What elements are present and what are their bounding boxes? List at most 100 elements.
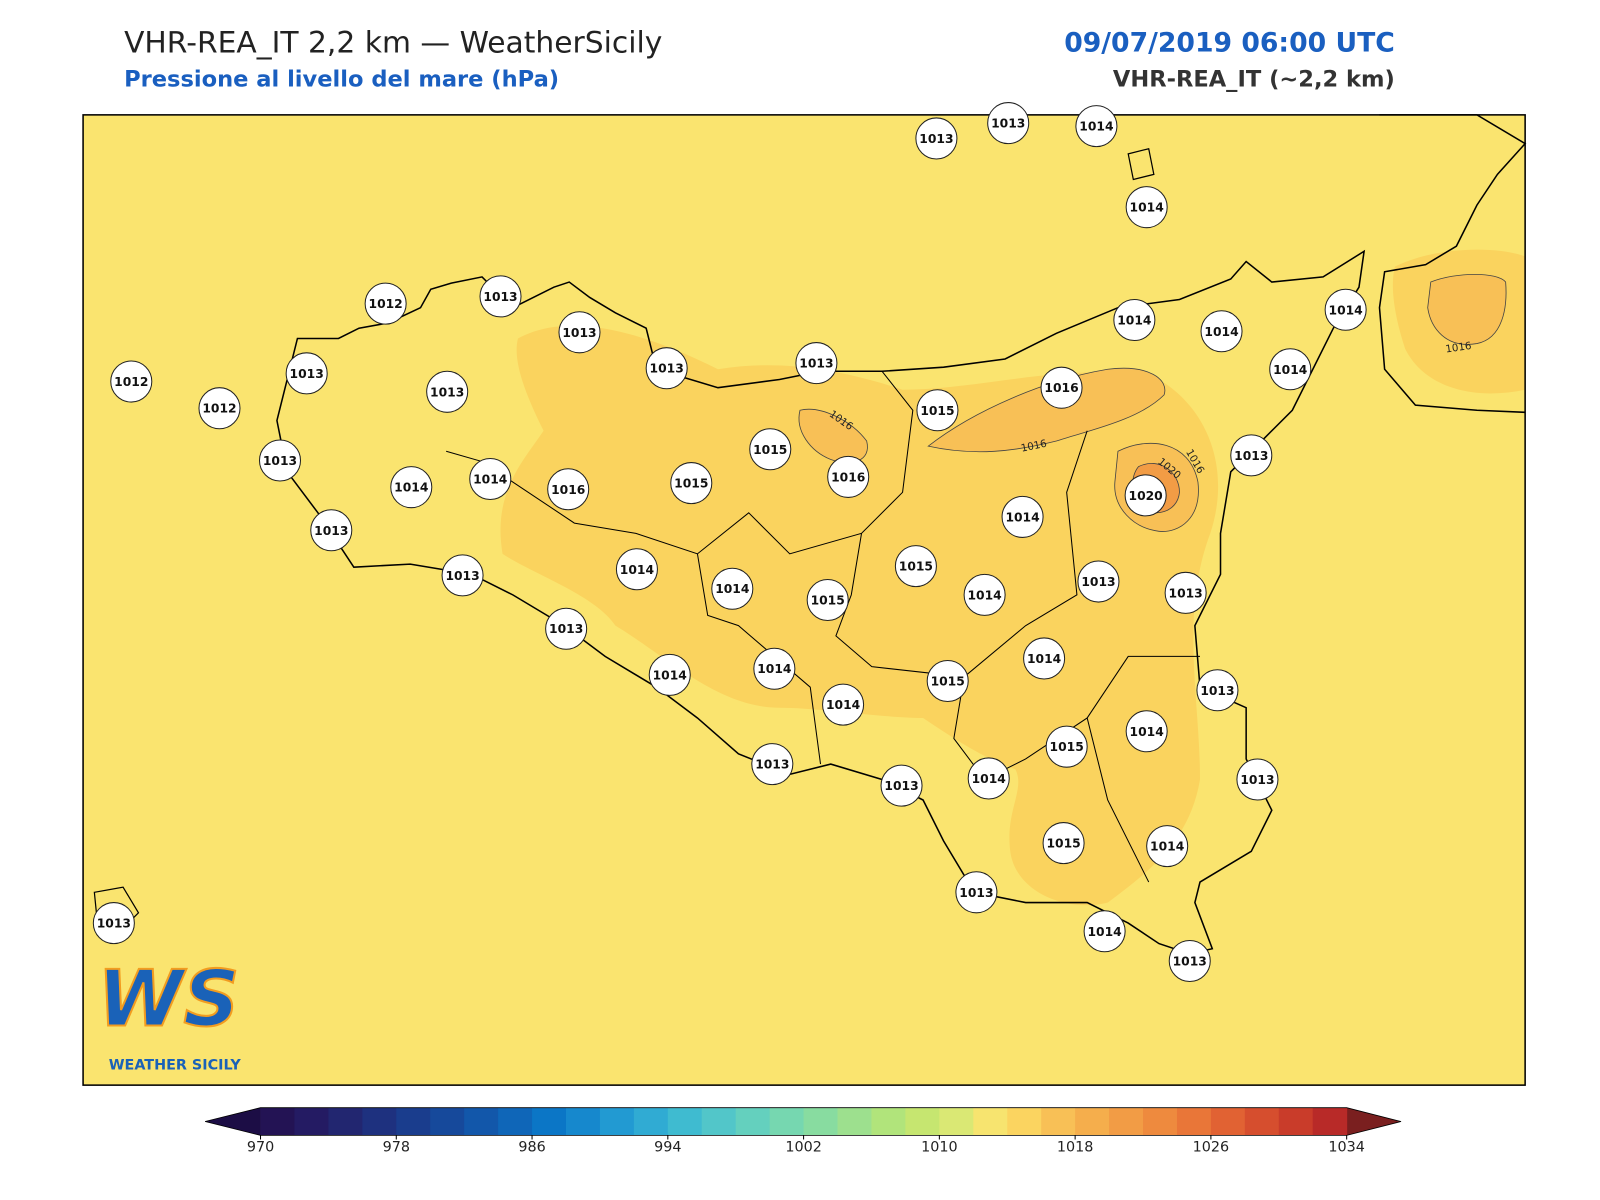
logo-text: WEATHER SICILY <box>109 1058 242 1074</box>
station: 1015 <box>806 578 849 622</box>
colorbar: 970 978 986 994 1002 1010 1018 1026 1034 <box>205 1107 1402 1156</box>
station-value: 1014 <box>1273 363 1307 377</box>
station-marker <box>1164 571 1207 614</box>
map <box>82 114 1527 1086</box>
station: 1013 <box>1077 560 1120 603</box>
station-value: 1013 <box>650 362 684 376</box>
station: 1014 <box>822 683 865 726</box>
station-marker <box>806 578 849 622</box>
colorbar-segment <box>328 1107 363 1136</box>
station-value: 1015 <box>931 675 965 689</box>
colorbar-tick-label: 986 <box>518 1140 545 1156</box>
station-value: 1014 <box>972 772 1006 786</box>
station-value: 1014 <box>1150 840 1184 854</box>
station-value: 1014 <box>715 582 749 596</box>
station-value: 1015 <box>899 560 933 574</box>
station: 1013 <box>751 743 794 786</box>
station-value: 1016 <box>1044 381 1078 395</box>
station-value: 1015 <box>920 404 954 418</box>
station: 1014 <box>1324 288 1367 331</box>
station: 1014 <box>1113 298 1156 342</box>
station-marker <box>1168 940 1211 983</box>
station: 1014 <box>1125 186 1168 229</box>
station: 1014 <box>648 653 691 696</box>
logo-mark: WS <box>97 955 239 1045</box>
station-marker <box>1196 669 1239 712</box>
station-value: 1013 <box>430 385 464 399</box>
station-value: 1012 <box>114 375 148 389</box>
colorbar-tick-label: 978 <box>383 1140 410 1156</box>
station-value: 1013 <box>919 132 953 146</box>
station: 1013 <box>955 871 998 914</box>
logo: WS WEATHER SICILY <box>96 954 242 1074</box>
station-marker <box>1045 725 1088 768</box>
colorbar-segment <box>667 1107 703 1136</box>
station-value: 1014 <box>1130 725 1164 739</box>
colorbar-segment <box>464 1107 499 1136</box>
station-marker <box>258 439 302 482</box>
station: 1013 <box>558 311 601 354</box>
colorbar-segment <box>803 1107 839 1136</box>
colorbar-tick-label: 1018 <box>1057 1140 1094 1156</box>
colorbar-segment <box>1210 1107 1246 1136</box>
station-marker <box>915 117 958 160</box>
station: 1014 <box>967 757 1010 800</box>
station: 1013 <box>258 439 302 482</box>
station-value: 1014 <box>620 563 654 577</box>
station: 1013 <box>915 117 958 160</box>
station: 1014 <box>1269 348 1312 391</box>
colorbar-segment <box>565 1107 601 1136</box>
subtitle: Pressione al livello del mare (hPa) <box>124 67 559 93</box>
colorbar-segment <box>633 1107 669 1136</box>
station: 1013 <box>645 347 688 390</box>
station-marker <box>1125 186 1168 229</box>
colorbar-segment <box>396 1107 431 1136</box>
station: 1015 <box>916 389 959 432</box>
station-value: 1013 <box>884 779 918 793</box>
station: 1014 <box>390 466 433 509</box>
station-value: 1013 <box>1081 575 1115 589</box>
colorbar-segment <box>939 1107 974 1136</box>
station-marker <box>547 468 590 511</box>
overlay: 1016 1016 1016 1020 1016 1013 1013 1014 1014 1012… <box>92 102 1473 983</box>
station-value: 1013 <box>290 367 324 381</box>
station: 1013 <box>92 902 135 945</box>
station-value: 1014 <box>1027 652 1061 666</box>
pressure-area-1016 <box>798 408 868 463</box>
station-marker <box>916 389 959 432</box>
colorbar-segment <box>260 1107 295 1136</box>
station-value: 1015 <box>1050 740 1084 754</box>
station-marker <box>967 757 1010 800</box>
station: 1013 <box>1236 758 1279 801</box>
station-value: 1020 <box>1129 489 1163 503</box>
station-marker <box>426 370 469 413</box>
station: 1013 <box>441 554 484 597</box>
colorbar-segment <box>430 1107 465 1136</box>
station-value: 1015 <box>753 443 787 457</box>
station-value: 1015 <box>811 594 845 608</box>
station-marker <box>1124 474 1167 517</box>
colorbar-segment <box>362 1107 397 1136</box>
station-value: 1013 <box>1240 773 1274 787</box>
station-value: 1014 <box>1087 925 1121 939</box>
colorbar-tick-label: 1034 <box>1328 1140 1365 1156</box>
station: 1016 <box>827 455 870 498</box>
station-marker <box>963 573 1006 616</box>
model-label: VHR-REA_IT (~2,2 km) <box>1113 67 1395 93</box>
colorbar-segment <box>701 1107 737 1136</box>
station: 1014 <box>1001 495 1044 538</box>
contour-label: 1016 <box>1445 340 1473 356</box>
station: 1015 <box>926 660 969 703</box>
colorbar-tick-label: 1010 <box>921 1140 958 1156</box>
colorbar-segment <box>1244 1107 1280 1136</box>
station: 1014 <box>1146 825 1189 868</box>
station-value: 1015 <box>674 477 708 491</box>
station: 1014 <box>963 573 1006 616</box>
station: 1015 <box>1042 822 1085 865</box>
station-value: 1014 <box>826 698 860 712</box>
station: 1014 <box>1023 637 1066 680</box>
station-value: 1013 <box>314 524 348 538</box>
station-marker <box>749 428 792 471</box>
station: 1014 <box>1125 710 1168 753</box>
